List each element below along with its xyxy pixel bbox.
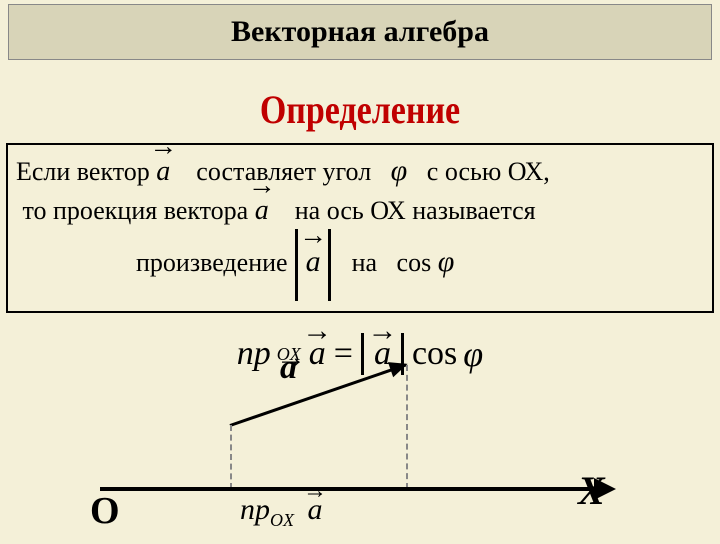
vector-a-symbol: → a — [156, 153, 170, 191]
def-text: составляет угол — [196, 157, 371, 186]
projection-label: прOX → a — [240, 493, 325, 531]
vector-a-symbol: → a — [306, 242, 321, 283]
page-title: Векторная алгебра — [231, 15, 489, 49]
def-text: то проекция вектора — [23, 196, 249, 225]
vector-label: a — [280, 349, 297, 387]
vector-a-formula: → a — [307, 335, 328, 373]
definition-box: Если вектор → a составляет угол φ с осью… — [6, 143, 714, 313]
definition-line-2: то проекция вектора → a на ось ОХ называ… — [16, 192, 704, 230]
subtitle: Определение — [54, 86, 666, 133]
cos-text: cos — [412, 335, 457, 373]
equals: = — [334, 335, 353, 373]
modulus-bar — [328, 229, 331, 301]
phi-symbol: φ — [391, 154, 408, 187]
projection-dash — [230, 425, 232, 489]
axis-line — [100, 487, 600, 491]
axis-label: X — [578, 467, 605, 514]
ox-subscript: OX — [270, 510, 294, 530]
projection-dash — [406, 365, 408, 489]
title-bar: Векторная алгебра — [8, 4, 712, 60]
phi-symbol: φ — [463, 333, 483, 375]
diagram: → a O X прOX → a — [90, 389, 630, 539]
modulus-bar — [295, 229, 298, 301]
definition-line-3: произведение → a на cos φ — [16, 229, 704, 301]
def-text: с осью ОХ, — [427, 157, 550, 186]
def-text: на ось ОХ называется — [295, 196, 536, 225]
origin-label: O — [90, 489, 120, 533]
def-text: произведение — [136, 248, 288, 277]
def-text: Если вектор — [16, 157, 150, 186]
definition-line-1: Если вектор → a составляет угол φ с осью… — [16, 151, 704, 192]
modulus-bar — [361, 333, 364, 375]
vector-a-proj: → a — [306, 493, 325, 527]
vector-a-symbol: → a — [255, 192, 269, 230]
def-text: на — [352, 248, 377, 277]
formula: прOX → a = → a cos φ — [0, 333, 720, 375]
cos-text: cos — [397, 248, 432, 277]
np-text: пр — [240, 493, 270, 526]
np-text: пр — [237, 335, 271, 373]
phi-symbol: φ — [438, 245, 455, 278]
